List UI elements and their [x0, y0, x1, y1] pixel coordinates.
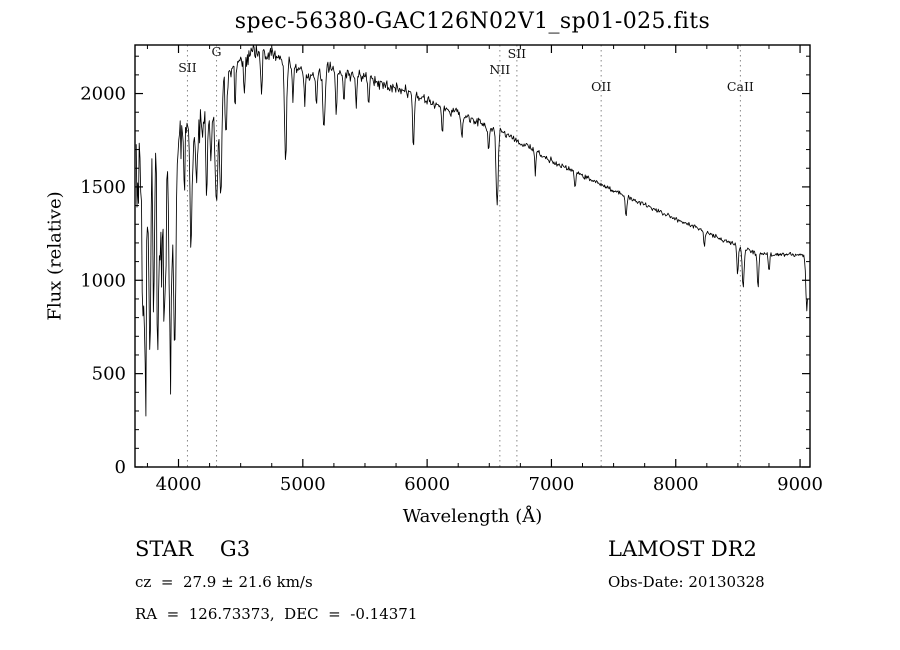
y-tick-label: 500: [92, 364, 126, 385]
spectrum-trace: [135, 44, 808, 417]
x-tick-label: 7000: [529, 474, 575, 495]
y-tick-label: 2000: [80, 84, 126, 105]
x-tick-label: 6000: [404, 474, 450, 495]
x-tick-label: 8000: [653, 474, 699, 495]
plot-frame: [134, 44, 811, 468]
marker-label: NII: [489, 62, 510, 77]
marker-label: CaII: [727, 79, 754, 94]
obs-date-label: Obs-Date: 20130328: [608, 573, 765, 591]
y-tick-label: 1500: [80, 177, 126, 198]
marker-label: OII: [591, 79, 611, 94]
object-class-label: STAR G3: [135, 537, 251, 561]
y-tick-label: 0: [115, 457, 126, 478]
marker-label: G: [212, 44, 222, 59]
y-tick-label: 1000: [80, 270, 126, 291]
x-axis-label: Wavelength (Å): [402, 506, 543, 527]
radial-velocity-label: cz = 27.9 ± 21.6 km/s: [135, 573, 313, 591]
coordinates-label: RA = 126.73373, DEC = -0.14371: [135, 605, 418, 623]
marker-label: SII: [178, 60, 197, 75]
survey-release-label: LAMOST DR2: [608, 537, 757, 561]
x-tick-label: 9000: [777, 474, 823, 495]
x-tick-label: 5000: [280, 474, 326, 495]
x-tick-label: 4000: [156, 474, 202, 495]
chart-title: spec-56380-GAC126N02V1_sp01-025.fits: [234, 9, 711, 34]
y-axis-label: Flux (relative): [44, 191, 66, 321]
marker-label: SII: [508, 46, 527, 61]
